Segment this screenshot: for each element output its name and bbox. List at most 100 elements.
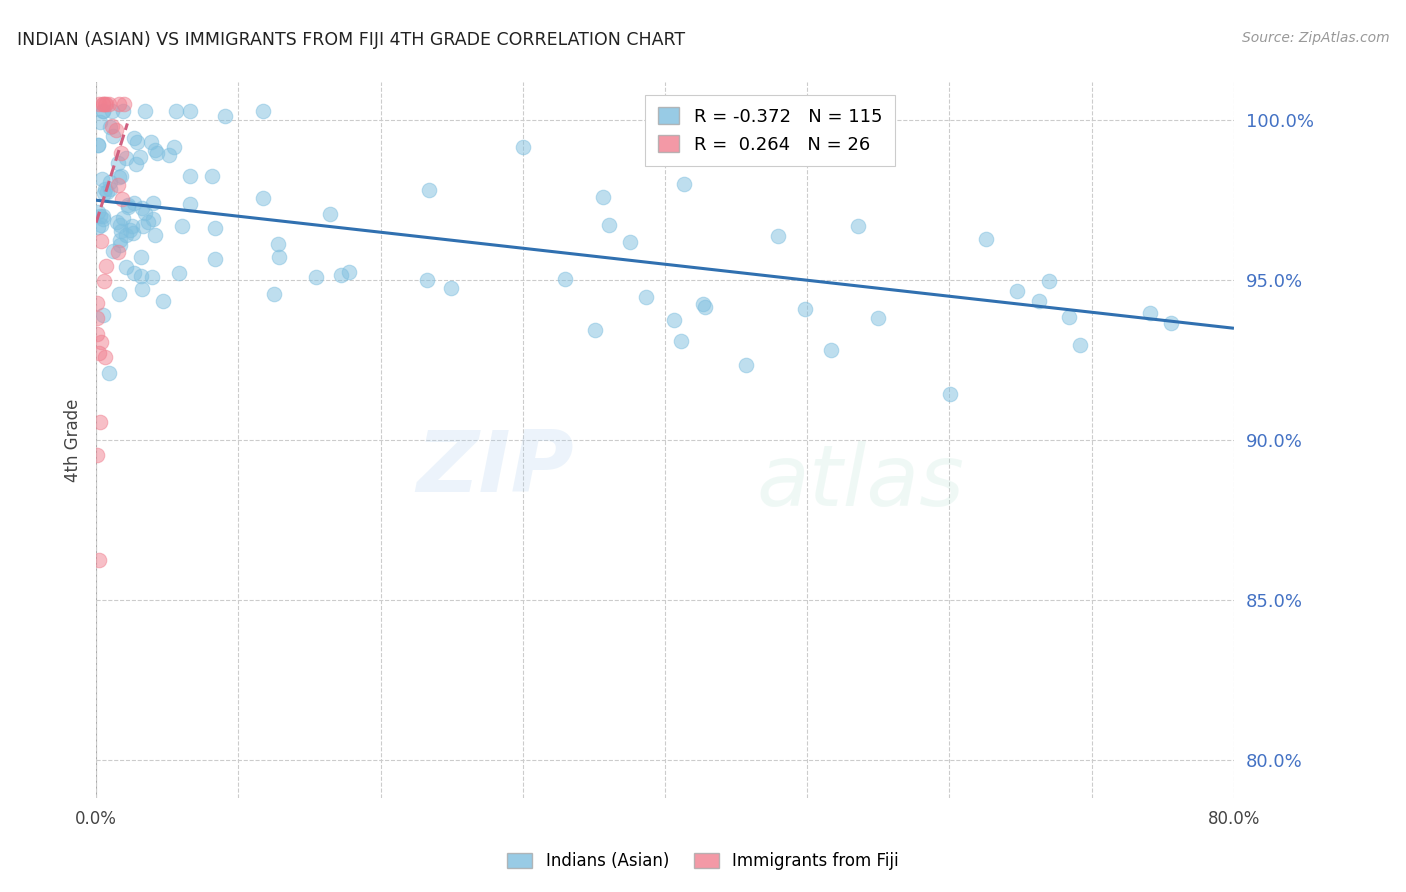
Point [692,297,714,311]
Point [89,415,111,429]
Point [86,138,108,153]
Text: atlas: atlas [756,442,965,524]
Point [416,272,439,286]
Point [512,140,534,154]
Point [122,266,145,280]
Point [418,183,440,197]
Point [97,366,120,380]
Point [122,130,145,145]
Point [101,120,124,134]
Point [86,327,108,342]
Point [337,265,360,279]
Point [204,252,226,266]
Point [89,115,111,129]
Text: Source: ZipAtlas.com: Source: ZipAtlas.com [1241,31,1389,45]
Point [93,186,115,200]
Point [115,260,138,274]
Point [94,97,117,112]
Point [252,103,274,118]
Point [91,103,114,118]
Point [179,103,201,118]
Point [90,334,112,349]
Point [110,218,132,232]
Point [121,219,143,233]
Legend: R = -0.372   N = 115, R =  0.264   N = 26: R = -0.372 N = 115, R = 0.264 N = 26 [645,95,894,167]
Point [671,334,693,348]
Point [93,308,115,322]
Point [94,97,117,112]
Point [305,270,328,285]
Point [131,282,153,296]
Point [554,272,576,286]
Text: ZIP: ZIP [416,427,574,510]
Point [766,229,789,244]
Point [673,177,696,191]
Point [121,226,143,240]
Point [204,220,226,235]
Point [134,206,156,220]
Point [169,266,191,280]
Point [98,181,121,195]
Point [129,269,152,284]
Point [103,128,125,143]
Point [115,228,138,243]
Point [110,145,132,160]
Point [974,231,997,245]
Point [90,218,112,232]
Point [1069,338,1091,352]
Point [201,169,224,184]
Point [136,215,159,229]
Point [129,250,152,264]
Point [110,169,132,183]
Point [329,268,352,283]
Point [179,197,201,211]
Point [93,274,115,288]
Point [619,235,641,250]
Point [118,223,141,237]
Point [1007,284,1029,298]
Point [868,311,890,326]
Point [94,350,117,364]
Point [98,120,121,134]
Point [142,195,165,210]
Point [108,238,131,252]
Point [440,281,463,295]
Point [91,97,114,112]
Point [94,182,117,196]
Point [107,178,129,193]
Point [134,103,156,118]
Point [179,169,201,184]
Point [214,109,236,123]
Point [1028,293,1050,308]
Point [117,198,139,212]
Point [163,140,186,154]
Point [267,251,290,265]
Point [125,157,148,171]
Point [90,171,112,186]
Point [1160,316,1182,330]
Point [794,302,817,317]
Point [131,201,153,215]
Point [93,97,115,112]
Point [846,219,869,233]
Point [108,97,131,112]
Point [86,295,108,310]
Point [96,185,118,199]
Point [939,386,962,401]
Point [1038,274,1060,288]
Point [142,212,165,227]
Point [87,345,110,359]
Point [94,260,117,274]
Point [112,211,135,225]
Point [90,234,112,248]
Point [86,448,108,462]
Point [112,97,135,112]
Point [111,103,134,118]
Text: INDIAN (ASIAN) VS IMMIGRANTS FROM FIJI 4TH GRADE CORRELATION CHART: INDIAN (ASIAN) VS IMMIGRANTS FROM FIJI 4… [17,31,685,49]
Point [115,151,138,165]
Point [117,200,139,214]
Point [662,313,685,327]
Point [145,146,167,161]
Point [157,148,180,162]
Point [122,195,145,210]
